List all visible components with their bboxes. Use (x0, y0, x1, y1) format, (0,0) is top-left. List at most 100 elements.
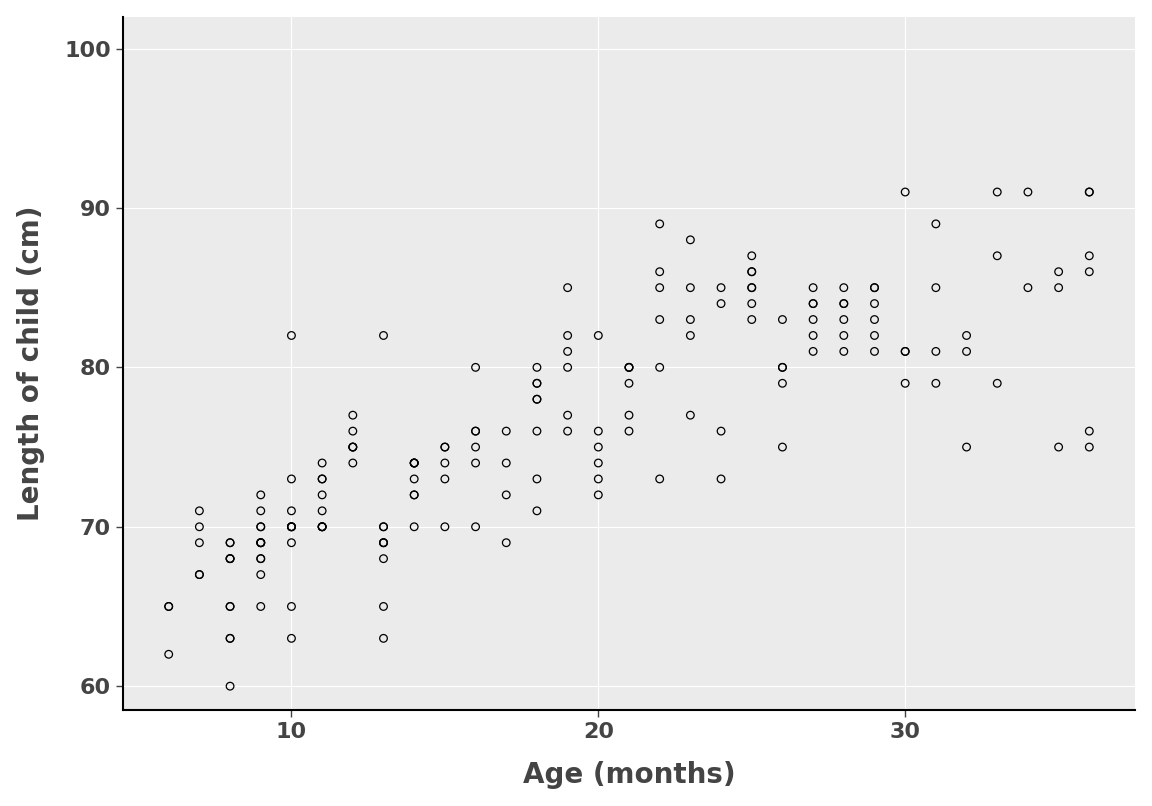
Point (467, 425, 485, 438)
Point (190, 568, 209, 581)
Point (497, 488, 515, 501)
Point (221, 552, 240, 565)
Point (190, 505, 209, 517)
Point (865, 345, 884, 358)
Point (313, 456, 332, 469)
Point (313, 472, 332, 485)
Point (896, 377, 915, 390)
Point (251, 552, 270, 565)
Point (743, 313, 761, 326)
Point (282, 505, 301, 517)
Point (251, 521, 270, 534)
Point (1081, 265, 1099, 278)
Point (251, 552, 270, 565)
Point (743, 249, 761, 262)
Point (834, 297, 852, 310)
Point (1018, 281, 1037, 294)
Point (221, 552, 240, 565)
Point (190, 536, 209, 549)
Point (865, 329, 884, 342)
Point (651, 313, 669, 326)
Point (712, 425, 730, 438)
Point (651, 218, 669, 231)
Point (159, 600, 177, 613)
Point (251, 488, 270, 501)
Point (282, 536, 301, 549)
Point (221, 632, 240, 645)
Point (221, 552, 240, 565)
Point (681, 281, 699, 294)
Point (528, 393, 546, 405)
Point (957, 441, 976, 454)
Point (221, 600, 240, 613)
Point (926, 377, 945, 390)
Point (712, 281, 730, 294)
Point (190, 521, 209, 534)
Point (313, 488, 332, 501)
Point (804, 281, 823, 294)
Point (589, 488, 607, 501)
Point (251, 536, 270, 549)
Point (773, 361, 791, 374)
Point (374, 521, 393, 534)
Point (159, 600, 177, 613)
Point (834, 281, 852, 294)
Point (773, 377, 791, 390)
Point (620, 361, 638, 374)
Point (681, 313, 699, 326)
Point (773, 361, 791, 374)
Point (282, 521, 301, 534)
Point (926, 281, 945, 294)
Point (374, 536, 393, 549)
Point (374, 329, 393, 342)
Point (251, 536, 270, 549)
Point (712, 297, 730, 310)
Point (1018, 185, 1037, 198)
Point (559, 361, 577, 374)
Point (589, 441, 607, 454)
Point (343, 425, 362, 438)
Point (528, 377, 546, 390)
Point (1049, 441, 1068, 454)
Point (620, 425, 638, 438)
Point (528, 393, 546, 405)
Point (834, 329, 852, 342)
Point (773, 313, 791, 326)
Point (559, 329, 577, 342)
Point (834, 297, 852, 310)
Point (1049, 265, 1068, 278)
Point (988, 185, 1007, 198)
Point (865, 281, 884, 294)
Point (251, 568, 270, 581)
Point (251, 536, 270, 549)
Point (865, 313, 884, 326)
Point (467, 456, 485, 469)
Point (406, 456, 424, 469)
Point (743, 265, 761, 278)
Point (497, 536, 515, 549)
Point (988, 377, 1007, 390)
Point (1081, 249, 1099, 262)
Point (435, 521, 454, 534)
Point (743, 281, 761, 294)
Point (221, 632, 240, 645)
Point (343, 456, 362, 469)
Point (374, 536, 393, 549)
Point (651, 265, 669, 278)
Point (865, 281, 884, 294)
Point (743, 281, 761, 294)
Point (313, 521, 332, 534)
Point (957, 329, 976, 342)
Point (467, 361, 485, 374)
Point (620, 361, 638, 374)
Point (497, 425, 515, 438)
Point (988, 249, 1007, 262)
Point (221, 536, 240, 549)
Point (743, 265, 761, 278)
Point (559, 281, 577, 294)
Point (1049, 281, 1068, 294)
Point (159, 648, 177, 661)
Point (681, 329, 699, 342)
Point (589, 456, 607, 469)
Point (467, 425, 485, 438)
